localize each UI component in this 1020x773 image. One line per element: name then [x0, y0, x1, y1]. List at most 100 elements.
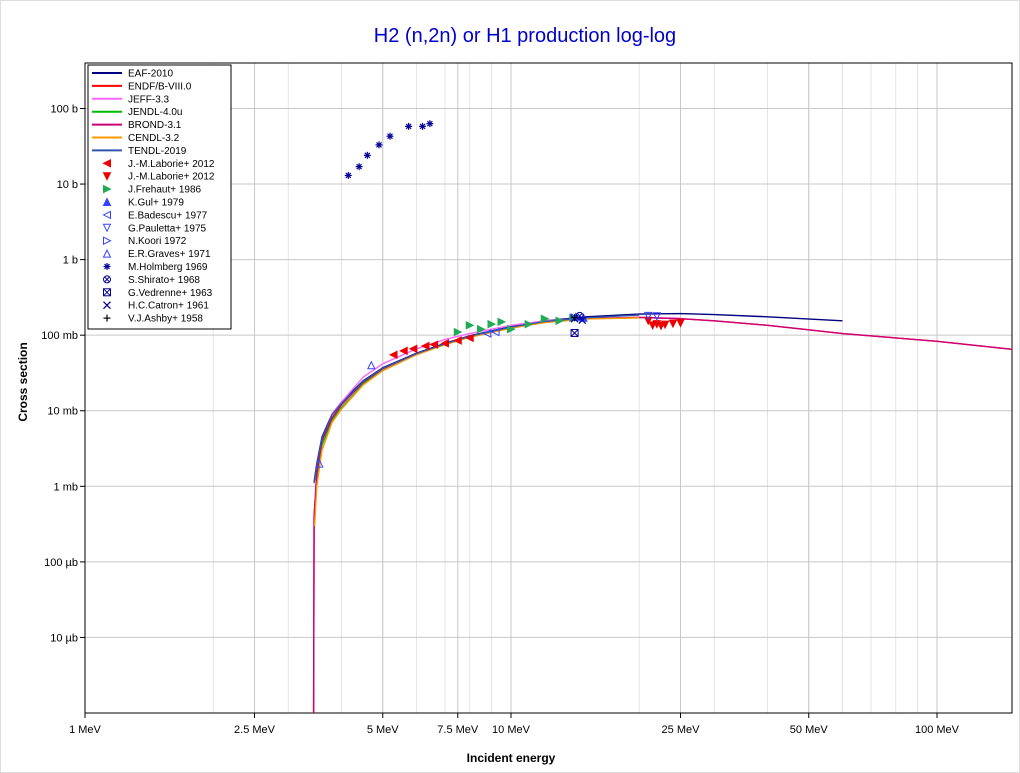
- data-point-12-0: [643, 311, 653, 321]
- data-point-7-7: [465, 333, 474, 343]
- data-point-15-4: [386, 132, 394, 140]
- x-tick-label: 2.5 MeV: [234, 724, 276, 736]
- legend-label-18: H.C.Catron+ 1961: [128, 301, 209, 312]
- legend-label-19: V.J.Ashby+ 1958: [128, 314, 203, 325]
- legend-box: [87, 64, 232, 330]
- legend-label-0: EAF-2010: [128, 69, 173, 80]
- data-point-7-5: [440, 339, 450, 348]
- chart-title: H2 (n,2n) or H1 production log-log: [374, 25, 676, 47]
- legend-marker-7: [102, 158, 111, 168]
- data-point-8-6: [676, 318, 685, 328]
- legend-marker-18: [103, 301, 111, 310]
- x-tick-label: 100 MeV: [915, 724, 960, 736]
- data-point-8-5: [668, 319, 678, 329]
- legend-marker-17: [103, 288, 111, 297]
- data-point-7-0: [388, 350, 398, 360]
- y-axis-label: Cross section: [16, 342, 30, 421]
- legend-label-17: G.Vedrenne+ 1963: [128, 288, 213, 299]
- data-point-8-0: [643, 316, 653, 326]
- legend-label-4: BROND-3.1: [128, 120, 182, 131]
- data-point-9-6: [524, 319, 534, 329]
- y-tick-label: 1 b: [63, 255, 78, 267]
- legend-label-12: G.Pauletta+ 1975: [128, 223, 207, 234]
- legend-label-6: TENDL-2019: [128, 146, 187, 157]
- legend-label-16: S.Shirato+ 1968: [128, 275, 200, 286]
- data-point-15-1: [355, 163, 363, 171]
- legend-label-1: ENDF/B-VIII.0: [128, 81, 192, 92]
- legend-marker-16: [103, 275, 111, 284]
- data-point-9-3: [487, 319, 497, 329]
- data-point-17-0: [570, 328, 579, 337]
- data-point-7-1: [399, 346, 408, 356]
- data-point-18-1: [578, 316, 587, 325]
- data-point-8-4: [660, 320, 670, 330]
- legend-label-7: J.-M.Laborie+ 2012: [128, 159, 215, 170]
- legend-marker-12: [102, 223, 112, 233]
- data-point-15-6: [419, 122, 427, 130]
- data-point-14-1: [367, 360, 376, 370]
- legend-marker-13: [103, 236, 112, 246]
- legend-marker-10: [102, 197, 112, 206]
- y-tick-label: 10 µb: [50, 632, 78, 644]
- legend-label-11: E.Badescu+ 1977: [128, 210, 208, 221]
- legend-label-14: E.R.Graves+ 1971: [128, 249, 211, 260]
- data-point-16-0: [575, 311, 584, 320]
- y-tick-label: 10 mb: [47, 406, 78, 418]
- data-point-15-2: [363, 151, 371, 159]
- data-point-9-1: [465, 321, 475, 330]
- y-tick-label: 100 µb: [44, 557, 78, 569]
- data-point-9-8: [555, 316, 565, 326]
- legend-label-8: J.-M.Laborie+ 2012: [128, 172, 215, 183]
- legend-label-13: N.Koori 1972: [128, 236, 187, 247]
- series-line-5: [313, 317, 640, 526]
- legend-marker-11: [102, 210, 111, 220]
- legend-marker-15: [103, 263, 111, 270]
- legend-marker-8: [102, 172, 112, 181]
- y-tick-label: 10 b: [57, 179, 78, 191]
- data-point-15-7: [426, 120, 434, 128]
- legend-marker-19: [103, 314, 111, 322]
- plot-frame: [84, 62, 1013, 714]
- legend-label-5: CENDL-3.2: [128, 133, 180, 144]
- x-tick-label: 25 MeV: [662, 724, 701, 736]
- data-point-14-0: [315, 458, 324, 468]
- data-point-11-1: [490, 327, 500, 337]
- data-point-12-1: [652, 312, 662, 321]
- y-tick-label: 1 mb: [54, 481, 78, 493]
- data-point-11-0: [482, 329, 492, 338]
- x-tick-label: 1 MeV: [69, 724, 101, 736]
- legend-label-10: K.Gul+ 1979: [128, 198, 184, 209]
- legend-label-2: JEFF-3.3: [128, 94, 170, 105]
- data-point-9-0: [453, 327, 463, 337]
- y-tick-label: 100 mb: [41, 330, 78, 342]
- data-point-19-0: [571, 314, 579, 322]
- data-point-9-7: [540, 314, 550, 324]
- data-point-9-5: [506, 324, 516, 334]
- axis-ticks: 1 MeV 2.5 MeV 5 MeV 7.5 MeV 10 MeV 25 MeV 50 M…: [41, 103, 959, 736]
- legend-label-3: JENDL-4.0u: [128, 107, 182, 118]
- legend-marker-14: [102, 248, 112, 258]
- x-tick-label: 5 MeV: [367, 724, 399, 736]
- series-line-6: [313, 314, 640, 484]
- legend-label-9: J.Frehaut+ 1986: [128, 185, 202, 196]
- data-point-9-4: [497, 317, 507, 327]
- x-tick-label: 7.5 MeV: [437, 724, 479, 736]
- x-tick-label: 10 MeV: [492, 724, 531, 736]
- data-point-7-4: [429, 340, 439, 349]
- series-markers: [315, 120, 685, 468]
- data-point-7-6: [453, 336, 462, 345]
- data-point-15-3: [375, 141, 383, 149]
- data-point-7-3: [420, 341, 430, 351]
- y-tick-label: 100 b: [50, 103, 78, 115]
- data-point-15-0: [344, 171, 352, 179]
- legend-label-15: M.Holmberg 1969: [128, 262, 208, 273]
- data-point-7-2: [408, 344, 418, 354]
- x-axis-label: Incident energy: [467, 751, 556, 765]
- data-point-15-5: [405, 122, 413, 130]
- x-tick-label: 50 MeV: [790, 724, 829, 736]
- legend-marker-9: [103, 184, 112, 194]
- data-point-9-2: [476, 324, 486, 334]
